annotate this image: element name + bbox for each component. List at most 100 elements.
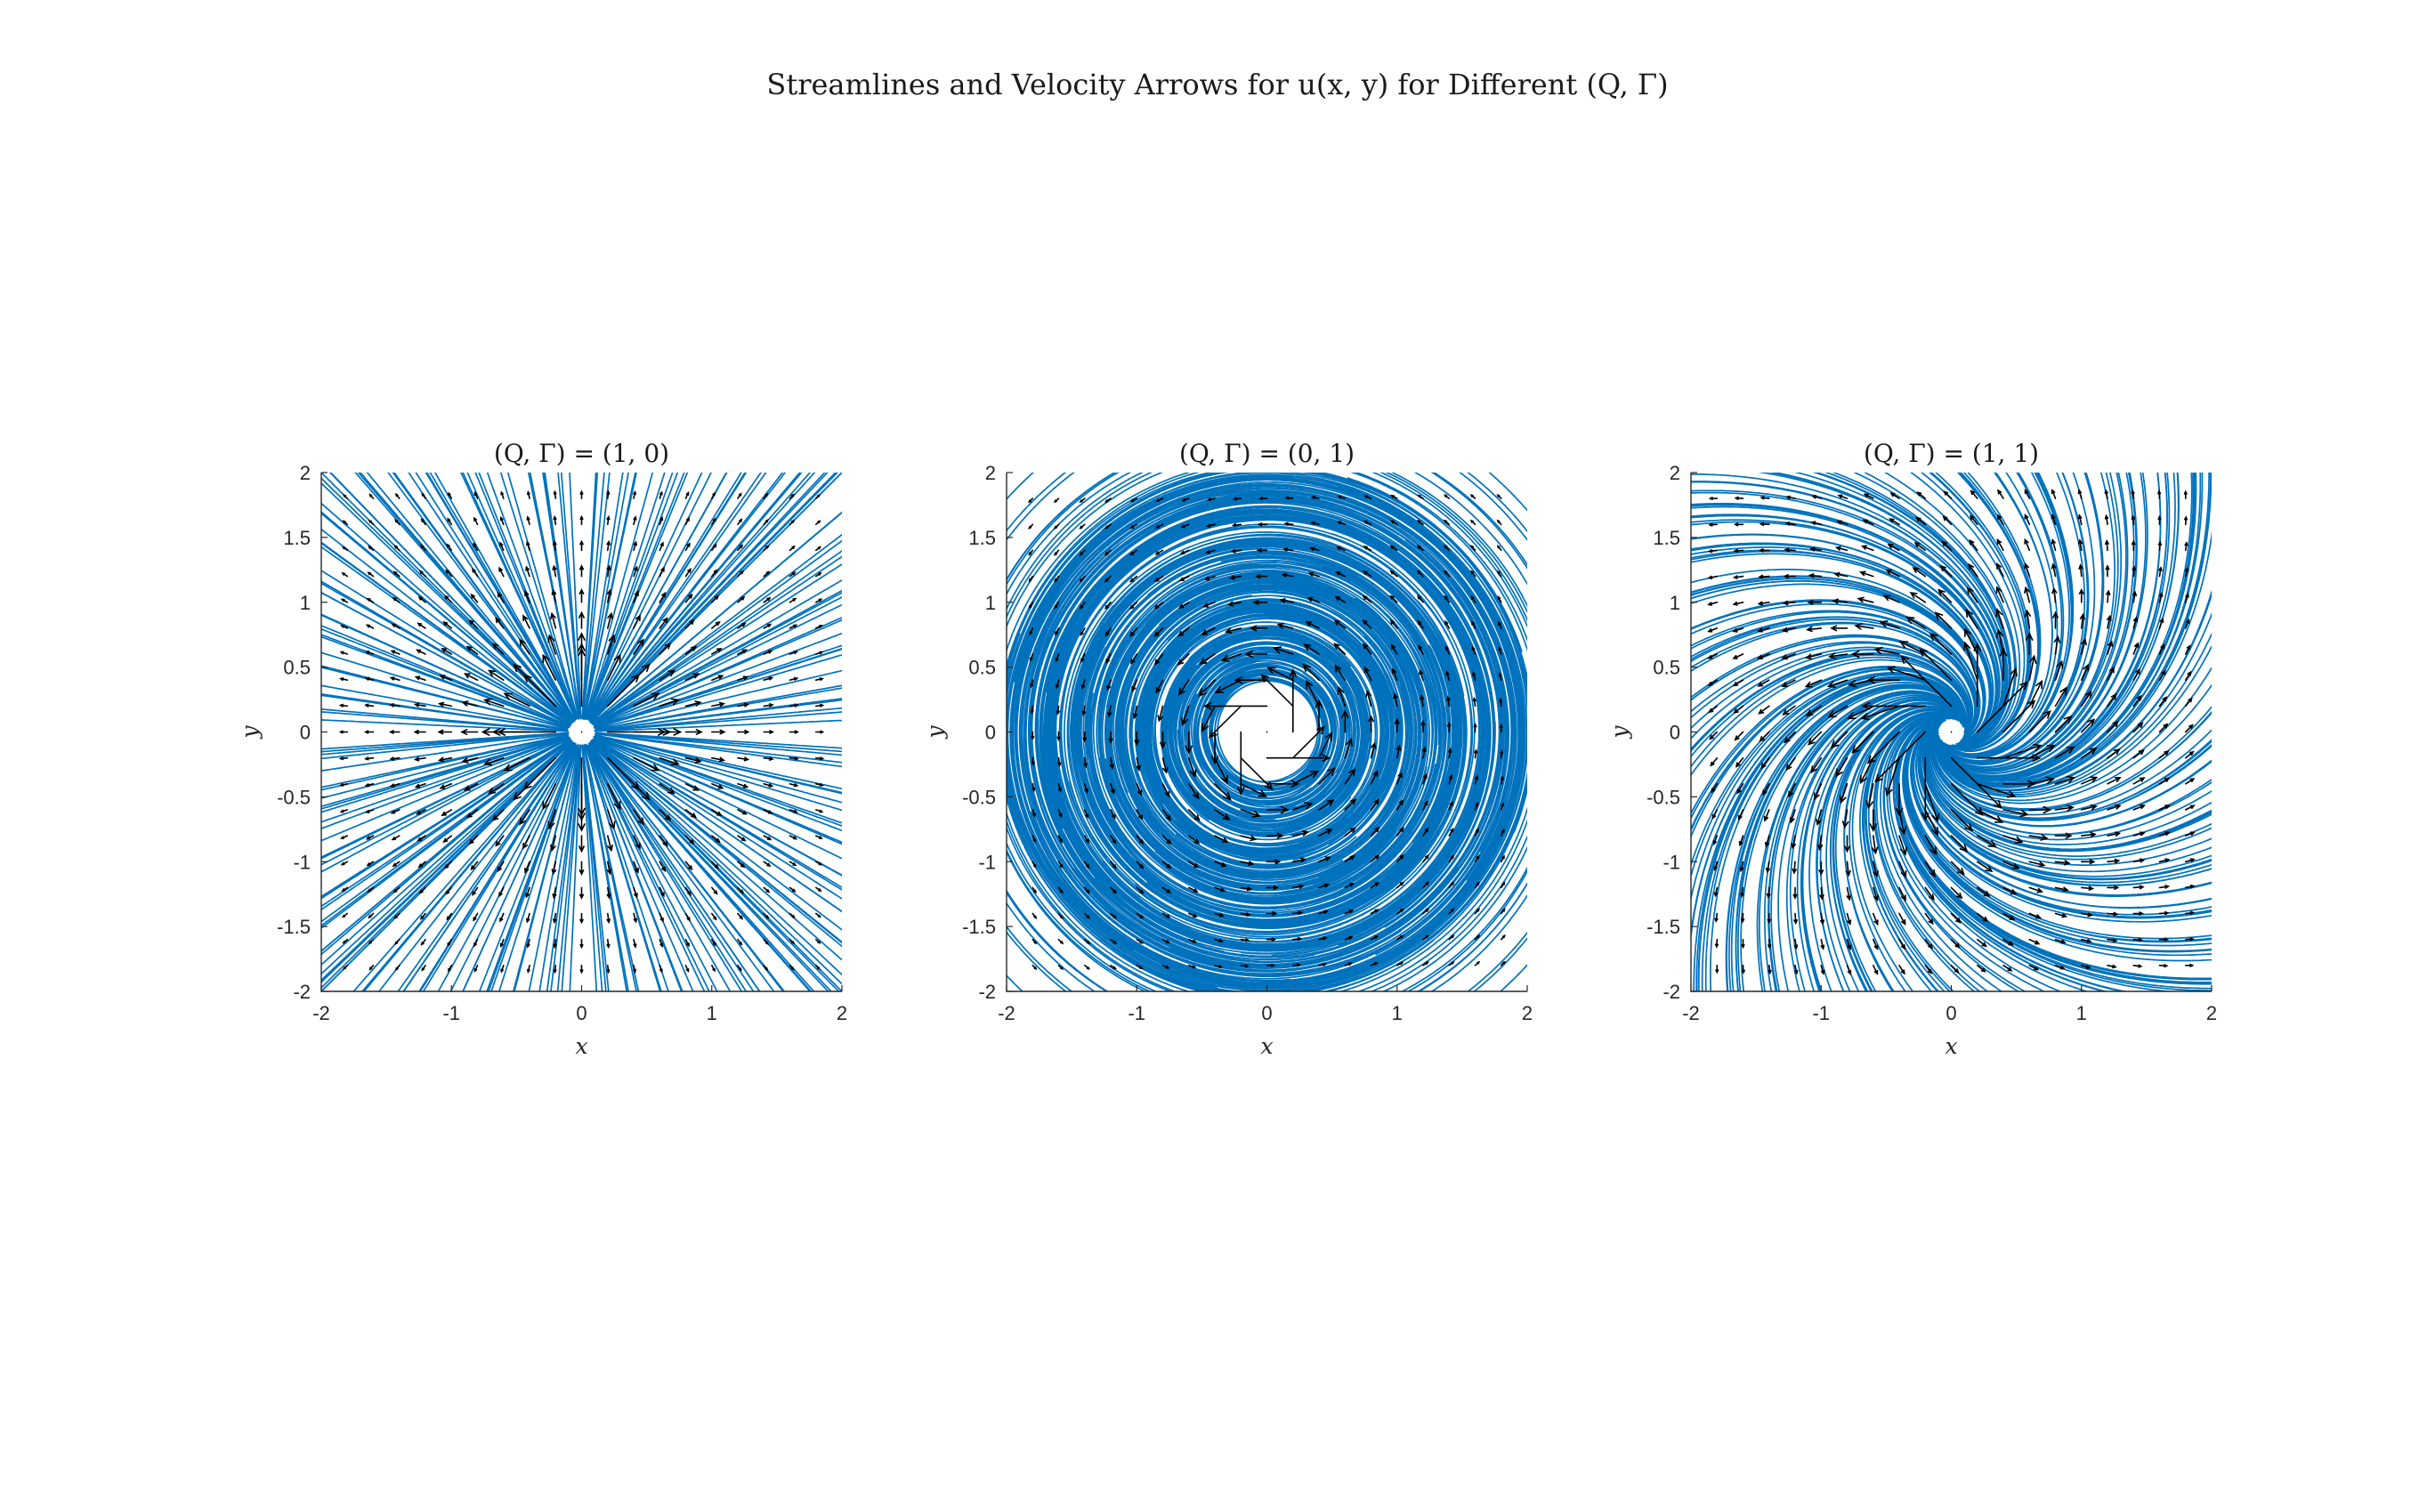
velocity-arrow — [1420, 720, 1426, 733]
velocity-arrow — [473, 965, 479, 973]
velocity-arrow — [2158, 750, 2170, 759]
velocity-arrow — [1129, 602, 1138, 610]
streamline — [1931, 732, 2212, 820]
velocity-arrow — [763, 938, 769, 945]
velocity-arrow — [1422, 908, 1430, 915]
velocity-arrow — [659, 591, 667, 603]
velocity-arrow — [1862, 519, 1874, 526]
velocity-arrow — [1110, 912, 1118, 919]
velocity-arrow — [499, 541, 505, 552]
velocity-arrow — [551, 861, 557, 876]
velocity-arrow — [1057, 861, 1064, 869]
velocity-arrow — [1846, 938, 1852, 950]
velocity-arrow — [1470, 570, 1476, 578]
velocity-arrow — [659, 669, 675, 681]
streamline — [589, 743, 761, 991]
velocity-arrow — [1177, 602, 1190, 609]
velocity-arrow — [684, 619, 695, 629]
velocity-arrow — [711, 886, 718, 895]
velocity-arrow — [470, 593, 479, 603]
velocity-arrow — [2077, 513, 2083, 526]
velocity-arrow — [1707, 575, 1719, 579]
velocity-arrow — [1793, 912, 1798, 926]
velocity-arrow — [413, 729, 426, 735]
velocity-arrow — [1898, 886, 1906, 902]
velocity-arrow — [1950, 861, 1965, 876]
velocity-arrow — [2024, 489, 2031, 499]
velocity-arrow — [606, 861, 612, 876]
streamline — [1007, 477, 1527, 991]
velocity-arrow — [1318, 856, 1331, 863]
velocity-arrow — [579, 489, 584, 499]
streamline — [590, 473, 812, 723]
velocity-arrow — [606, 588, 612, 603]
velocity-arrow — [1030, 705, 1034, 715]
velocity-arrow — [789, 676, 799, 681]
velocity-arrow — [389, 703, 400, 707]
velocity-arrow — [1292, 936, 1303, 942]
velocity-arrow — [2081, 747, 2098, 759]
streamline — [321, 546, 570, 724]
streamline — [588, 743, 748, 991]
velocity-arrow — [763, 912, 770, 919]
velocity-arrow — [1161, 756, 1169, 774]
velocity-arrow — [503, 692, 530, 707]
velocity-arrow — [711, 594, 719, 603]
velocity-arrow — [763, 783, 774, 788]
velocity-arrow — [1031, 912, 1038, 919]
velocity-arrow — [1053, 497, 1060, 504]
streamline — [592, 562, 842, 725]
streamline — [1693, 678, 1964, 991]
velocity-arrow — [2107, 911, 2119, 917]
y-tick-label: 0 — [1670, 722, 1680, 744]
streamline — [587, 473, 703, 720]
velocity-arrow — [1873, 646, 1900, 655]
velocity-arrow — [1474, 774, 1478, 785]
velocity-arrow — [368, 912, 375, 919]
velocity-arrow — [2054, 965, 2066, 970]
streamline — [557, 473, 581, 718]
streamline — [1691, 656, 1970, 768]
streamline — [1354, 473, 1527, 643]
streamline — [585, 473, 674, 720]
velocity-arrow — [659, 886, 665, 898]
streamline — [594, 578, 842, 725]
velocity-arrow — [1898, 912, 1906, 926]
velocity-arrow — [1768, 965, 1772, 975]
velocity-arrow — [342, 938, 349, 944]
velocity-arrow — [2185, 910, 2196, 915]
velocity-arrow — [1292, 910, 1304, 915]
streamline — [1007, 473, 1035, 501]
velocity-arrow — [737, 544, 744, 552]
streamline — [449, 742, 577, 991]
velocity-arrow — [2185, 937, 2195, 942]
velocity-arrow — [1733, 705, 1744, 714]
streamline — [538, 746, 580, 991]
streamline — [321, 732, 570, 760]
velocity-arrow — [1715, 965, 1719, 974]
streamline — [1691, 503, 2001, 744]
velocity-arrow — [1240, 835, 1258, 842]
panel-title: (Q, Γ) = (1, 1) — [1864, 439, 2039, 468]
velocity-arrow — [1708, 705, 1719, 714]
velocity-arrow — [473, 938, 479, 948]
velocity-arrow — [1885, 756, 1900, 797]
y-tick-label: -0.5 — [962, 786, 996, 808]
velocity-arrow — [437, 729, 453, 735]
velocity-arrow — [1244, 650, 1268, 659]
velocity-arrow — [1760, 496, 1770, 500]
velocity-arrow — [1084, 835, 1089, 845]
velocity-arrow — [1995, 586, 2004, 603]
velocity-arrow — [553, 938, 557, 950]
velocity-arrow — [2028, 776, 2055, 785]
streamline — [1910, 473, 2026, 749]
velocity-arrow — [1759, 548, 1770, 553]
velocity-arrow — [1179, 549, 1190, 554]
velocity-arrow — [763, 596, 772, 603]
velocity-arrow — [389, 676, 400, 681]
velocity-arrow — [1136, 886, 1145, 894]
velocity-arrow — [394, 965, 400, 972]
streamlines — [321, 473, 842, 991]
velocity-arrow — [2158, 591, 2164, 603]
velocity-arrow — [550, 835, 557, 853]
